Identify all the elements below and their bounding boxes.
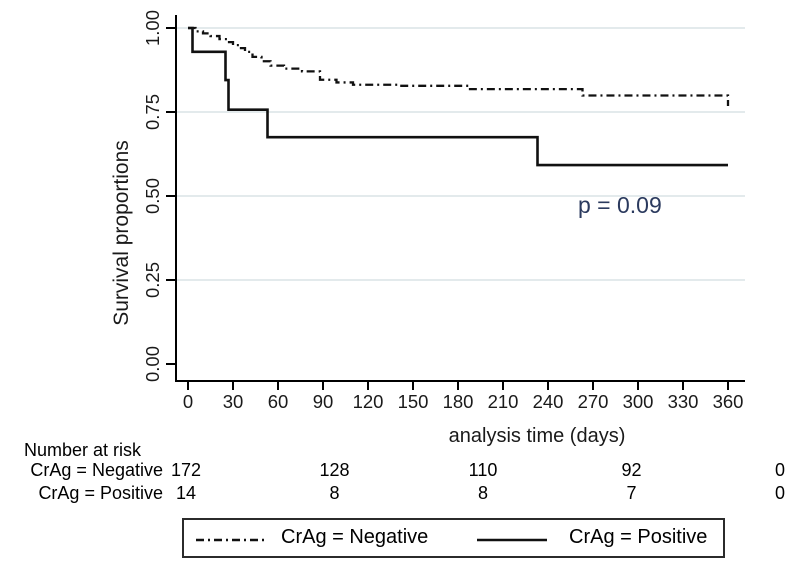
- x-tick-label: 150: [398, 391, 429, 412]
- legend-label-negative: CrAg = Negative: [281, 526, 429, 548]
- risk-count: 110: [468, 460, 498, 480]
- risk-count: 172: [170, 460, 202, 480]
- risk-count: 8: [329, 483, 340, 503]
- x-tick-label: 90: [313, 391, 334, 412]
- y-tick-label: 0.50: [142, 178, 163, 214]
- risk-row-label-positive: CrAg = Positive: [38, 483, 163, 503]
- risk-count: 14: [175, 483, 197, 503]
- x-tick-label: 180: [443, 391, 474, 412]
- x-tick-label: 60: [268, 391, 289, 412]
- y-tick-label: 0.25: [142, 262, 163, 298]
- risk-count: 92: [621, 460, 642, 480]
- risk-count: 0: [774, 460, 786, 480]
- legend-dashdot-line-sample: [196, 538, 268, 542]
- x-tick-label: 120: [353, 391, 384, 412]
- x-tick-label: 300: [623, 391, 654, 412]
- x-tick-label: 0: [183, 391, 193, 412]
- risk-count: 8: [477, 483, 489, 503]
- x-tick-label: 270: [578, 391, 609, 412]
- positive-curve: [188, 26, 728, 167]
- y-axis-title: Survival proportions: [110, 140, 133, 326]
- risk-count: 0: [774, 483, 786, 503]
- y-tick-label: 1.00: [142, 10, 163, 46]
- x-tick-label: 330: [668, 391, 699, 412]
- risk-row-label-negative: CrAg = Negative: [30, 460, 163, 480]
- legend-solid-line-sample: [477, 538, 547, 542]
- x-axis-title: analysis time (days): [448, 425, 626, 447]
- legend-label-positive: CrAg = Positive: [569, 526, 708, 548]
- x-tick-label: 30: [223, 391, 244, 412]
- x-tick-label: 210: [488, 391, 519, 412]
- x-tick-label: 240: [533, 391, 564, 412]
- risk-count: 128: [319, 460, 350, 480]
- y-tick-label: 0.00: [142, 346, 163, 382]
- negative-curve: [188, 26, 730, 106]
- p-value-annotation: p = 0.09: [578, 192, 662, 218]
- x-tick-label: 360: [713, 391, 744, 412]
- legend-box: CrAg = Negative CrAg = Positive: [182, 518, 725, 558]
- risk-count: 7: [626, 483, 637, 503]
- risk-table-header: Number at risk: [24, 440, 142, 460]
- y-tick-label: 0.75: [142, 94, 163, 130]
